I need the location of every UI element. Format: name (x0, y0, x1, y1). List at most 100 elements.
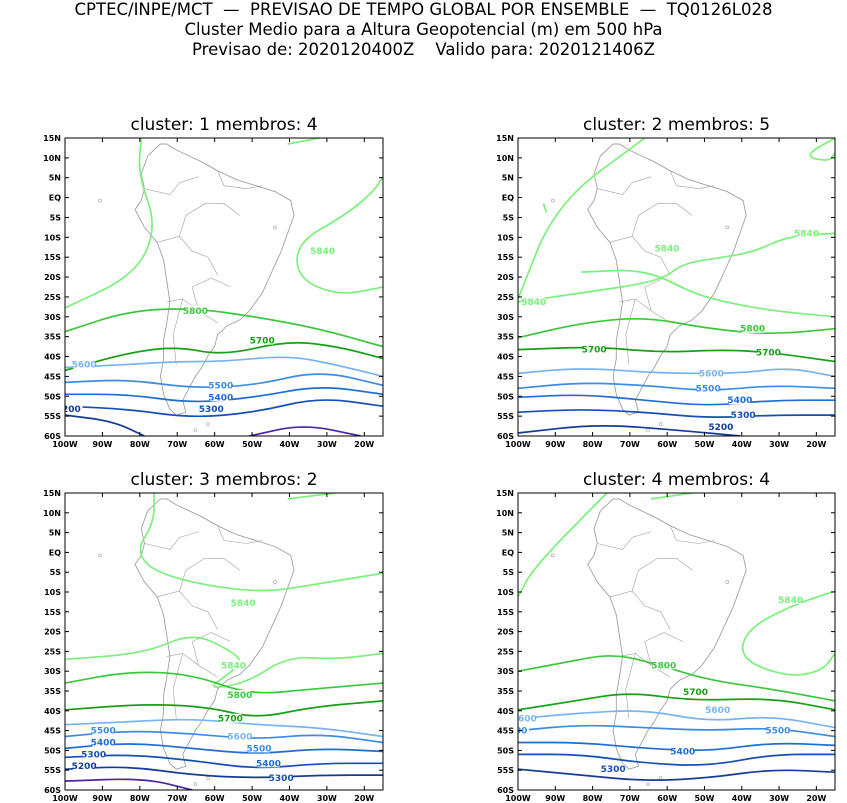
contour-line-5800 (518, 655, 835, 702)
lon-label: 20W (806, 794, 826, 803)
contour-line-5840 (581, 269, 835, 318)
island (193, 782, 198, 786)
contour-label-bg (741, 323, 764, 333)
contour-label: 5200 (72, 762, 97, 772)
contour-label-bg (602, 764, 625, 774)
country-border (172, 653, 183, 719)
country-border (609, 590, 671, 630)
contour-label: 5600 (512, 715, 537, 725)
contour-label-bg (232, 597, 255, 607)
contour-line-5200 (518, 768, 835, 781)
lat-label: 25S (44, 647, 61, 656)
lat-label: 15S (497, 253, 514, 262)
main-title: CPTEC/INPE/MCT — PREVISAO DE TEMPO GLOBA… (74, 0, 773, 19)
coastline (134, 498, 295, 770)
map-svg: cluster: 4 membros: 4 5840 5800 5700 5600 560… (496, 470, 836, 803)
contour-label-bg (228, 731, 251, 741)
contour-line-5840 (139, 493, 383, 592)
panel-title: cluster: 2 membros: 5 (583, 115, 770, 135)
map-content: 5840584058005700560055005500540054005300… (65, 493, 383, 790)
lon-label: 20W (806, 440, 826, 449)
lat-label: 35S (497, 333, 514, 342)
lat-label: 25S (44, 293, 61, 302)
lat-label: 55S (44, 766, 61, 775)
map-svg: cluster: 3 membros: 2 5840 5840 5800 5700 560… (43, 470, 384, 803)
map-content: 5840 5800 5700 5600 5600 500 5500 5400 5300 (512, 493, 835, 786)
lat-label: 5N (49, 529, 61, 538)
island (658, 776, 663, 780)
contour-label-bg (728, 395, 751, 405)
country-border (609, 235, 671, 276)
country-border (669, 170, 715, 190)
contour-label-bg (652, 660, 675, 670)
island (646, 428, 650, 432)
contour-line-5200 (518, 425, 740, 436)
contour-label-bg (522, 296, 545, 306)
subtitle-variable: Cluster Medio para a Altura Geopotencial… (184, 20, 663, 39)
contour-label: 5600 (705, 706, 730, 716)
contour-label: 5840 (231, 599, 256, 609)
lat-label: 5N (502, 174, 514, 183)
lon-label: 80W (130, 440, 150, 449)
lon-label: 70W (167, 440, 187, 449)
island (725, 580, 730, 584)
country-border (157, 235, 218, 276)
lat-label: 45S (44, 727, 61, 736)
contour-line-5840 (741, 590, 835, 676)
lat-label: 20S (44, 273, 61, 282)
contour-label: 5500 (208, 381, 233, 391)
contour-label-bg (222, 660, 245, 670)
country-border (144, 531, 199, 550)
lat-label: 15S (44, 608, 61, 617)
map-frame (517, 137, 836, 437)
contour-line-5400 (518, 741, 835, 752)
subtitle-dates: Previsao de: 2020120400Z Valido para: 20… (192, 40, 655, 59)
island (725, 225, 730, 230)
contour-label-bg (228, 690, 251, 699)
country-border (166, 653, 218, 678)
lon-label: 40W (279, 440, 299, 449)
contour-label: 5300 (199, 405, 224, 415)
contour-label-bg (209, 392, 232, 402)
lon-label: 40W (279, 794, 299, 803)
contour-label: 5400 (208, 393, 233, 403)
contour-label-bg (311, 246, 334, 256)
contour-line-5840 (518, 138, 646, 300)
lat-label: 10S (44, 233, 61, 242)
contour-label-bg (209, 380, 232, 390)
contour-label: 5300 (601, 765, 626, 775)
lat-label: 40S (497, 353, 514, 362)
lat-label: 15N (43, 489, 61, 498)
lat-label: 60S (44, 432, 61, 441)
country-border (631, 558, 693, 592)
contour-label-bg (732, 410, 755, 420)
lat-label: 10N (43, 509, 61, 518)
contour-line-5800 (65, 308, 383, 348)
lat-label: 25S (497, 293, 514, 302)
lat-label: 10S (44, 588, 61, 597)
contour-label: 5300 (269, 774, 294, 784)
lat-label: 45S (44, 372, 61, 381)
contour-line-5600 (518, 710, 835, 729)
lon-label: 100W (505, 440, 531, 449)
contour-line-5300 (65, 754, 383, 769)
lon-label: 60W (205, 794, 225, 803)
country-border (644, 277, 683, 311)
island (98, 553, 102, 558)
lat-label: 30S (44, 667, 61, 676)
contour-label-bg (779, 594, 802, 604)
island (206, 422, 210, 426)
map-panel-cluster-2: cluster: 2 membros: 5 5840 5840 5840 5800 570… (455, 110, 847, 455)
contour-label: 5600 (227, 733, 252, 743)
map-frame (517, 492, 836, 791)
contour-label-bg (248, 743, 270, 753)
lon-label: 30W (769, 794, 789, 803)
contour-label: 5400 (670, 747, 695, 757)
contour-label-bg (65, 404, 83, 414)
contour-label-bg (684, 687, 707, 696)
lon-label: 30W (317, 794, 337, 803)
contour-label: 5500 (765, 727, 790, 737)
contour-label: 5840 (221, 661, 246, 671)
lat-label: 45S (497, 372, 514, 381)
contour-line-5800 (65, 671, 383, 694)
